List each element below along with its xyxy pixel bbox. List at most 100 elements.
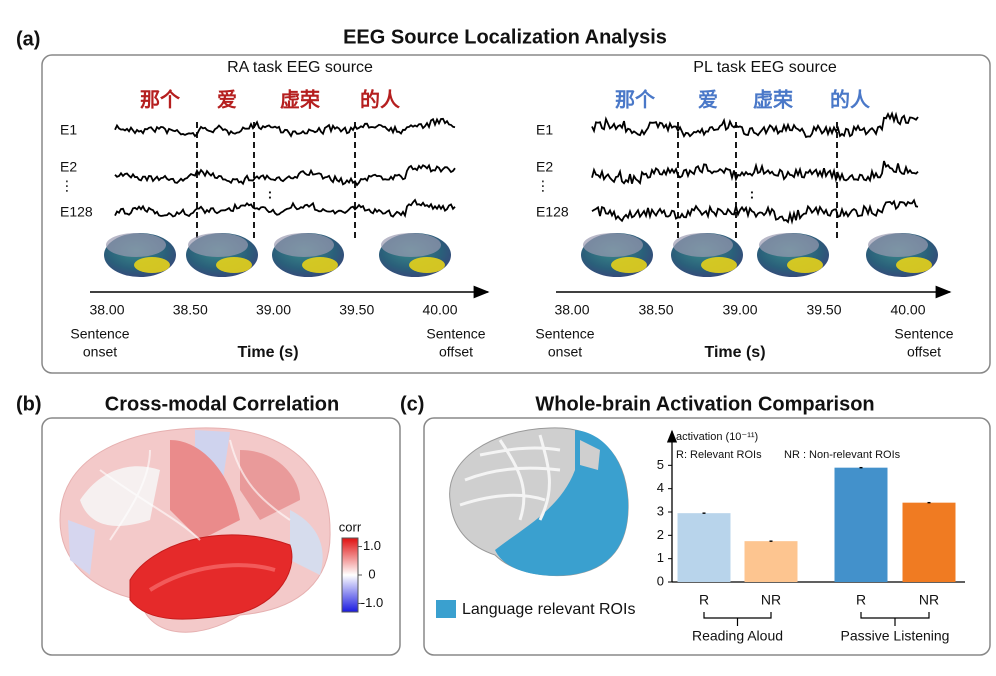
channel-label: E1 [60,122,77,138]
x-tick-label: NR [761,592,781,608]
y-tick-label: 1 [657,550,664,565]
panel-title: EEG Source Localization Analysis [343,26,667,48]
colorbar-tick-label: 0 [368,566,375,581]
legend-swatch [436,600,456,618]
x-tick-label: 39.50 [339,302,374,318]
word: 的人 [360,87,401,111]
ellipsis: : [268,186,273,202]
onset-label: Sentence [535,326,594,342]
legend-label: Language relevant ROIs [462,601,635,618]
y-tick-label: 4 [657,480,664,495]
panel-label: (b) [16,393,42,415]
group-label: Reading Aloud [692,628,783,644]
brain-activation [409,257,445,273]
brain-gyri [106,233,166,257]
x-tick-label: R [856,592,866,608]
brain-gyri [381,233,441,257]
x-tick-label: 38.50 [638,302,673,318]
x-tick-label: 40.00 [890,302,925,318]
eeg-trace [114,117,456,138]
colorbar-tick-label: -1.0 [361,595,383,610]
channel-label: E2 [536,159,553,175]
y-tick-label: 0 [657,573,664,588]
channel-label: ⋮ [536,178,550,194]
panel-label: (c) [400,393,424,415]
word: 爱 [698,88,718,111]
eeg-trace [591,160,919,185]
onset-label: Sentence [70,326,129,342]
x-axis-label: Time (s) [704,344,765,361]
brain-gyri [188,233,248,257]
subpanel-title: PL task EEG source [693,59,837,76]
channel-label: E1 [536,122,553,138]
bar [902,502,956,582]
panel-b-box [41,417,401,656]
brain-gyri [274,233,334,257]
channel-label: E128 [60,204,93,220]
roi-brain [449,427,629,577]
group-label: Passive Listening [841,628,950,644]
x-tick-label: 39.00 [722,302,757,318]
offset-label: offset [907,344,941,360]
eeg-trace [114,163,456,187]
x-tick-label: R [699,592,709,608]
y-tick-label: 2 [657,527,664,542]
bar [744,541,798,582]
word: 那个 [140,88,181,111]
x-tick-label: NR [919,592,939,608]
ellipsis: : [750,186,755,202]
brain-activation [302,257,338,273]
panel-title: Whole-brain Activation Comparison [535,393,874,415]
x-tick-label: 39.50 [806,302,841,318]
brain-activation [701,257,737,273]
eeg-trace [591,110,919,139]
brain-activation [134,257,170,273]
brain-activation [611,257,647,273]
bar [834,467,888,582]
brain-activation [896,257,932,273]
onset-label: onset [83,344,117,360]
x-tick-label: 39.00 [256,302,291,318]
bar [677,513,731,582]
word: 虚荣 [280,87,321,111]
brain-gyri [583,233,643,257]
channel-label: E128 [536,204,569,220]
x-axis-label: Time (s) [237,344,298,361]
annotation: R: Relevant ROIs [676,449,762,461]
brain-gyri [759,233,819,257]
onset-label: onset [548,344,582,360]
eeg-trace [591,198,919,225]
word: 那个 [615,88,656,111]
annotation: NR : Non-relevant ROIs [784,449,901,461]
group-bracket [703,612,772,626]
panel-label: (a) [16,28,40,50]
panel-c-box [423,417,991,656]
eeg-trace [114,198,456,219]
y-axis-label: activation (10⁻¹¹) [676,431,758,443]
channel-label: ⋮ [60,178,74,194]
panel-title: Cross-modal Correlation [105,393,339,415]
panel-a-box [41,54,991,374]
channel-label: E2 [60,159,77,175]
y-tick-label: 5 [657,457,664,472]
correlation-brain [59,427,331,633]
colorbar-label: corr [339,519,362,534]
group-bracket [860,612,930,626]
brain-gyri [673,233,733,257]
colorbar [341,537,359,613]
offset-label: Sentence [894,326,953,342]
y-tick-label: 3 [657,503,664,518]
offset-label: Sentence [426,326,485,342]
x-tick-label: 38.00 [554,302,589,318]
offset-label: offset [439,344,473,360]
word: 爱 [217,88,237,111]
subpanel-title: RA task EEG source [227,59,373,76]
word: 虚荣 [753,87,794,111]
brain-activation [216,257,252,273]
word: 的人 [830,87,871,111]
colorbar-tick-label: 1.0 [363,538,381,553]
x-tick-label: 38.00 [89,302,124,318]
x-tick-label: 38.50 [173,302,208,318]
brain-gyri [868,233,928,257]
